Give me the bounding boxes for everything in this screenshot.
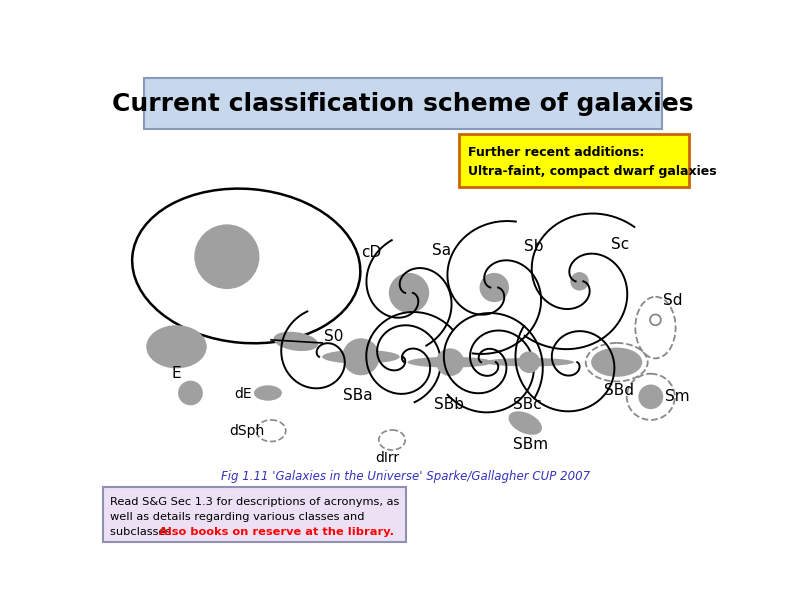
FancyBboxPatch shape <box>459 134 689 187</box>
Circle shape <box>194 225 260 289</box>
Ellipse shape <box>254 386 282 401</box>
Text: dE: dE <box>234 387 252 401</box>
Ellipse shape <box>273 332 318 351</box>
Text: well as details regarding various classes and: well as details regarding various classe… <box>110 512 364 522</box>
Text: SBd: SBd <box>604 383 634 398</box>
Circle shape <box>342 338 379 375</box>
FancyBboxPatch shape <box>103 487 406 542</box>
Ellipse shape <box>484 358 574 367</box>
Ellipse shape <box>132 188 360 343</box>
Text: dSph: dSph <box>229 424 265 438</box>
Ellipse shape <box>322 350 400 364</box>
Circle shape <box>178 381 203 405</box>
Text: Sd: Sd <box>663 293 683 308</box>
Text: Sa: Sa <box>432 243 451 258</box>
Circle shape <box>436 348 464 376</box>
Ellipse shape <box>591 348 642 377</box>
Circle shape <box>518 351 540 373</box>
Text: Current classification scheme of galaxies: Current classification scheme of galaxie… <box>112 92 694 116</box>
Text: Sm: Sm <box>664 389 689 405</box>
Text: cD: cD <box>361 245 381 259</box>
Text: Ultra-faint, compact dwarf galaxies: Ultra-faint, compact dwarf galaxies <box>468 165 717 179</box>
Text: Also books on reserve at the library.: Also books on reserve at the library. <box>159 526 394 537</box>
Text: SBb: SBb <box>434 397 464 412</box>
FancyBboxPatch shape <box>144 78 662 129</box>
Circle shape <box>650 315 661 325</box>
Circle shape <box>570 272 588 291</box>
Ellipse shape <box>147 325 207 368</box>
Text: S0: S0 <box>324 329 343 345</box>
Text: SBm: SBm <box>513 437 548 452</box>
Text: Sc: Sc <box>611 237 629 252</box>
Ellipse shape <box>407 357 493 368</box>
Text: subclasses.: subclasses. <box>110 526 178 537</box>
Text: Sb: Sb <box>524 239 543 254</box>
Circle shape <box>389 273 429 313</box>
Text: Read S&G Sec 1.3 for descriptions of acronyms, as: Read S&G Sec 1.3 for descriptions of acr… <box>110 498 399 507</box>
Text: E: E <box>172 366 181 381</box>
Circle shape <box>479 273 509 302</box>
Text: Further recent additions:: Further recent additions: <box>468 146 644 159</box>
Text: SBc: SBc <box>513 397 542 412</box>
Text: Fig 1.11 'Galaxies in the Universe' Sparke/Gallagher CUP 2007: Fig 1.11 'Galaxies in the Universe' Spar… <box>221 471 591 483</box>
Text: SBa: SBa <box>343 388 373 403</box>
Text: dIrr: dIrr <box>375 452 399 466</box>
Circle shape <box>638 384 663 409</box>
Ellipse shape <box>508 411 542 435</box>
